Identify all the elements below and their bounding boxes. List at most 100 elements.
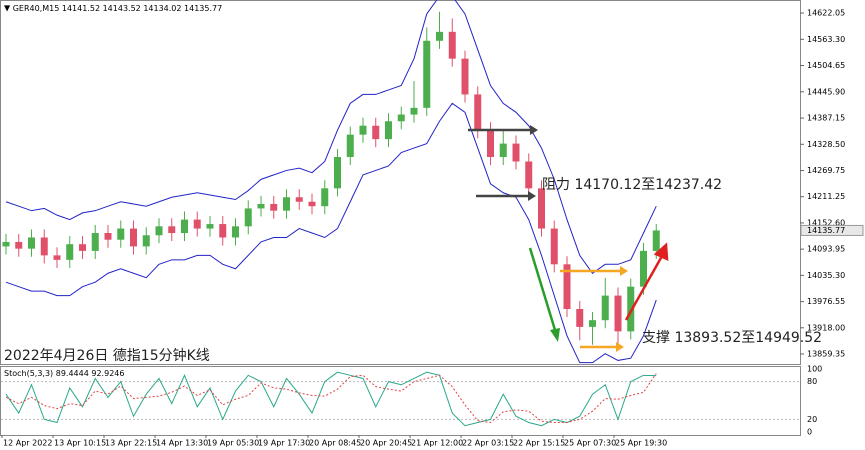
- y-tick-label: 14563.30: [807, 35, 845, 44]
- candle-body: [321, 188, 329, 207]
- candle-body: [117, 228, 125, 240]
- y-tick-label: 14093.95: [807, 245, 845, 254]
- candle-body: [91, 233, 99, 251]
- candle-body: [346, 134, 354, 158]
- candle-body: [28, 237, 35, 249]
- candle-body: [410, 107, 418, 115]
- candle-body: [474, 94, 482, 131]
- candle-body: [576, 309, 584, 327]
- candle-body: [563, 264, 571, 310]
- up-arrow: [624, 255, 664, 321]
- candle-body: [461, 58, 469, 95]
- arrow-head: [528, 191, 536, 201]
- candle-body: [538, 188, 545, 229]
- x-tick-label: 25 Apr 07:30: [564, 439, 616, 448]
- price-panel: [0, 0, 801, 365]
- y-tick-label: 14035.30: [807, 271, 845, 280]
- candle-body: [79, 244, 86, 251]
- y-tick-label: 14328.50: [807, 140, 845, 149]
- x-tick-label: 13 Apr 22:15: [105, 439, 157, 448]
- candle-body: [2, 241, 10, 247]
- candle-body: [15, 241, 23, 249]
- candle-body: [550, 228, 558, 265]
- band-upper: [5, 0, 657, 274]
- annotation: 支撑 13893.52至14949.52: [642, 330, 822, 346]
- x-tick-label: 19 Apr 05:30: [207, 439, 259, 448]
- symbol: GER40,M15: [13, 4, 60, 13]
- x-tick-label: 12 Apr 2022: [3, 439, 52, 448]
- y-tick-label: 14504.65: [807, 61, 845, 70]
- candle-body: [334, 157, 341, 189]
- candle-body: [181, 219, 188, 234]
- candle-body: [142, 235, 150, 247]
- candle-body: [436, 31, 443, 41]
- candle-body: [359, 125, 367, 135]
- stoch-legend: Stoch(5,3,3) 89.4444 92.9246: [4, 369, 124, 378]
- candle-body: [155, 226, 163, 236]
- y-tick-label: 13976.55: [807, 297, 845, 306]
- candle-body: [104, 233, 112, 240]
- candle-body: [308, 201, 316, 207]
- drawings: [468, 125, 669, 352]
- stoch-value: 89.4444: [56, 369, 89, 378]
- price-tag: [800, 224, 864, 236]
- annotation: 2022年4月26日 德指15分钟K线: [4, 347, 210, 364]
- ohlc-value: 14134.02: [143, 4, 181, 13]
- candle-body: [512, 143, 520, 162]
- candle-body: [652, 230, 660, 251]
- candle-body: [640, 250, 647, 287]
- candle-body: [53, 255, 61, 260]
- candle-body: [448, 31, 456, 59]
- candle-body: [397, 114, 405, 122]
- y-tick-label: 14445.90: [807, 87, 845, 96]
- y-tick-label: 100: [807, 365, 822, 374]
- arrow-head: [550, 328, 560, 342]
- candle-body: [372, 125, 380, 140]
- candle-body: [601, 295, 609, 321]
- candle-body: [257, 203, 265, 209]
- ohlc-value: 14143.52: [103, 4, 141, 13]
- arrow-head: [620, 266, 628, 276]
- candle-body: [244, 208, 252, 227]
- price-tag-label: 14135.77: [807, 226, 845, 235]
- x-tick-label: 20 Apr 08:45: [309, 439, 361, 448]
- x-tick-label: 21 Apr 12:00: [411, 439, 463, 448]
- candle-body: [66, 244, 74, 260]
- y-tick-label: 14622.05: [807, 9, 845, 18]
- y-tick-label: 14269.75: [807, 166, 845, 175]
- x-tick-label: 19 Apr 17:30: [258, 439, 310, 448]
- candle-body: [614, 295, 622, 332]
- y-tick-label: 14211.25: [807, 192, 845, 201]
- candle-body: [589, 320, 596, 327]
- candle-body: [130, 228, 137, 247]
- band-lower: [5, 102, 657, 364]
- x-tick-label: 22 Apr 15:15: [513, 439, 565, 448]
- x-tick-label: 20 Apr 20:45: [360, 439, 412, 448]
- x-tick-label: 13 Apr 10:15: [54, 439, 106, 448]
- y-tick-label: 13918.00: [807, 323, 845, 332]
- header: ▼ GER40,M15 14141.52 14143.52 14134.02 1…: [4, 4, 222, 13]
- candle-body: [385, 121, 392, 140]
- stoch-line: [5, 373, 657, 424]
- y-tick-label: 80: [807, 377, 817, 386]
- arrow-head: [616, 342, 624, 352]
- stoch-title: Stoch(5,3,3): [4, 369, 53, 378]
- ohlc-value: 14141.52: [62, 4, 100, 13]
- candle-body: [168, 226, 176, 234]
- annotation: 阻力 14170.12至14237.42: [542, 177, 722, 193]
- down-arrow: [528, 247, 557, 331]
- candle-body: [232, 226, 239, 238]
- y-tick-label: 20: [807, 415, 817, 424]
- arrow-head: [530, 125, 538, 135]
- candle-body: [295, 197, 303, 202]
- candle-body: [206, 224, 214, 229]
- y-tick-label: 14387.15: [807, 114, 845, 123]
- candle-body: [487, 130, 494, 158]
- candle-body: [423, 40, 431, 108]
- y-tick-label: 14152.60: [807, 218, 845, 227]
- candle-body: [525, 161, 533, 189]
- y-tick-label: 13859.35: [807, 350, 845, 359]
- y-tick-label: 0: [807, 427, 812, 436]
